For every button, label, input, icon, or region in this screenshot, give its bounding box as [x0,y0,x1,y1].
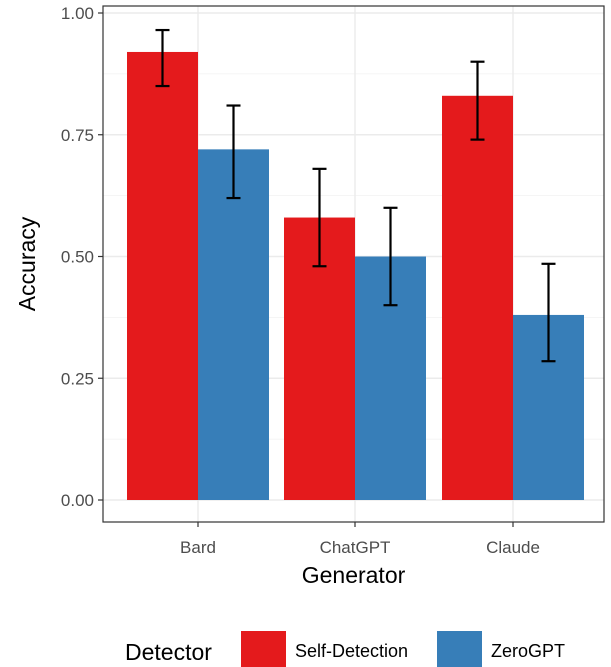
y-tick-label: 0.25 [61,369,94,388]
error-bar [470,60,485,141]
legend-label: Self-Detection [295,641,408,661]
legend-key-zerogpt [437,631,482,667]
legend-label: ZeroGPT [491,641,565,661]
error-bar [541,262,556,363]
y-tick-label: 0.00 [61,491,94,510]
error-bar [155,28,170,88]
x-tick-label: ChatGPT [320,538,391,557]
error-bars [155,28,556,363]
y-tick-label: 0.75 [61,126,94,145]
y-tick-label: 0.50 [61,248,94,267]
y-axis-title: Accuracy [14,216,40,311]
bar-claude-self-detection [442,95,513,500]
bars [127,51,584,501]
panel-border [102,5,605,523]
y-tick-label: 1.00 [61,4,94,23]
x-axis-title: Generator [302,562,406,588]
error-bar [226,104,241,200]
bar-bard-zerogpt [198,149,269,501]
x-tick-label: Bard [180,538,216,557]
y-axis-ticks: 0.00 0.25 0.50 0.75 1.00 [61,4,103,510]
x-tick-label: Claude [486,538,540,557]
bar-bard-self-detection [127,51,198,501]
legend-title: Detector [125,639,212,665]
x-axis-ticks: Bard ChatGPT Claude [180,522,540,557]
legend: Detector Self-Detection ZeroGPT [125,631,565,667]
error-bar [312,167,327,268]
legend-key-self-detection [241,631,286,667]
error-bar [383,206,398,307]
